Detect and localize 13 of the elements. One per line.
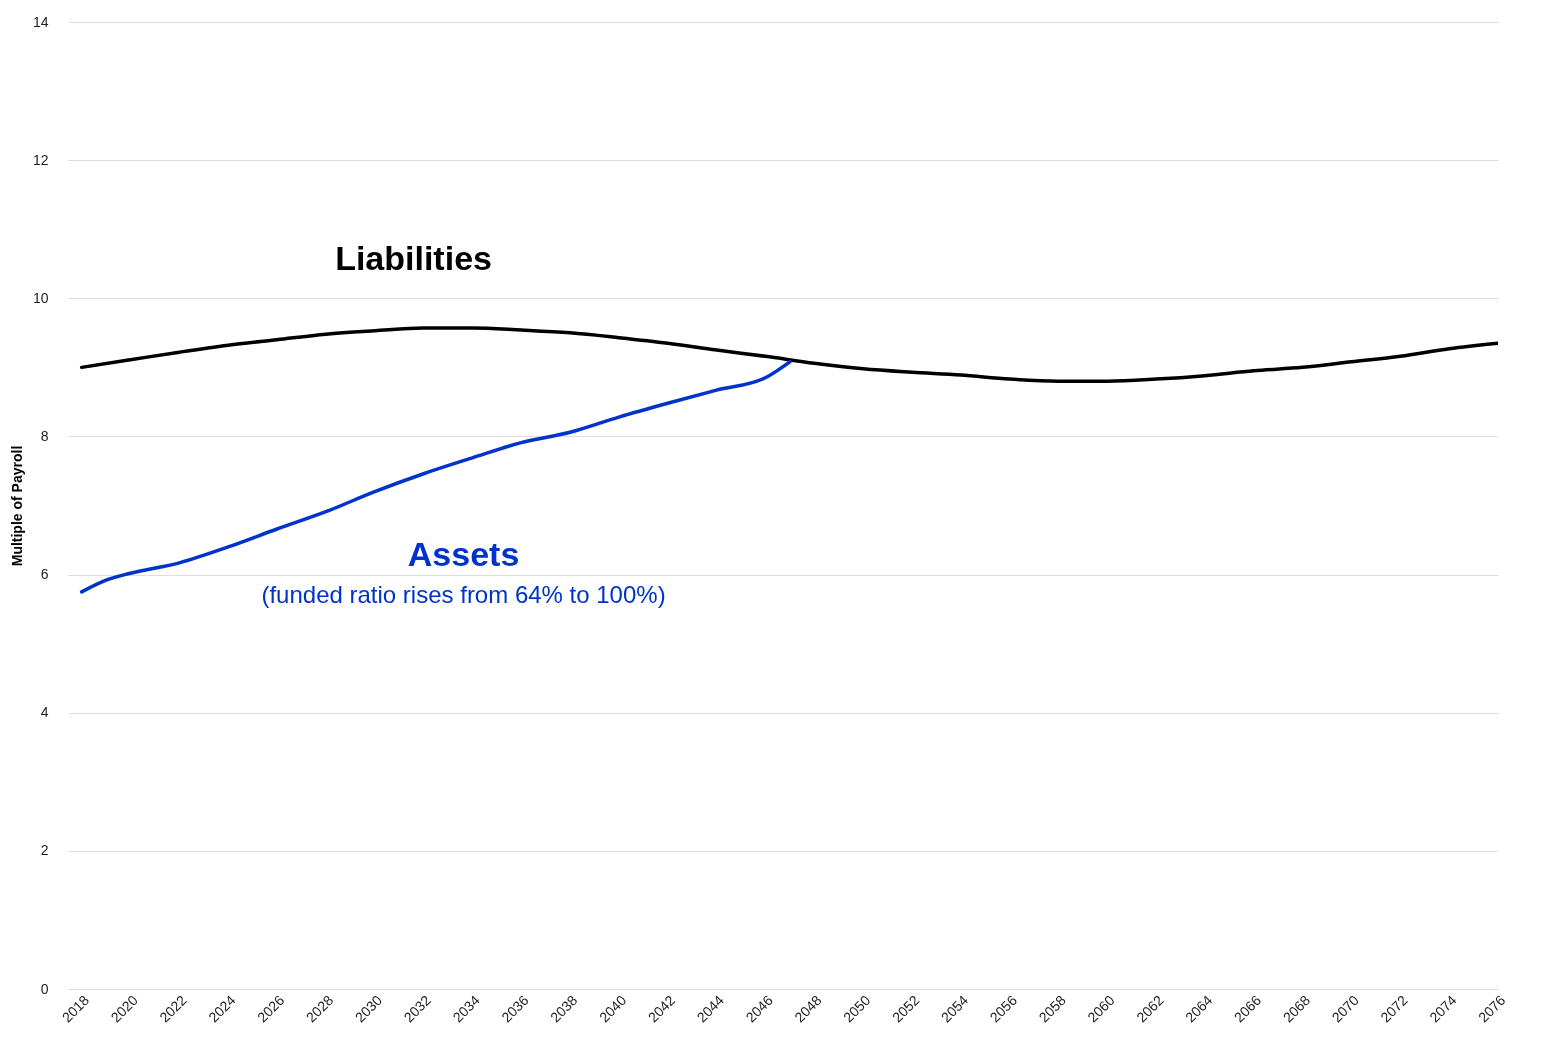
y-tick-label: 0: [40, 980, 49, 997]
y-tick-label: 4: [40, 704, 49, 721]
y-tick-label: 12: [32, 151, 49, 168]
y-tick-label: 2: [40, 842, 49, 859]
y-tick-label: 6: [40, 566, 49, 583]
series-label: Assets: [407, 534, 520, 573]
y-tick-label: 10: [32, 289, 49, 306]
y-tick-label: 8: [40, 427, 49, 444]
y-tick-label: 14: [32, 13, 49, 30]
line-series: [79, 326, 1498, 383]
annotation: (funded ratio rises from 64% to 100%): [261, 580, 666, 608]
y-axis-title: Multiple of Payroll: [8, 445, 25, 567]
series-label: Liabilities: [335, 238, 492, 277]
